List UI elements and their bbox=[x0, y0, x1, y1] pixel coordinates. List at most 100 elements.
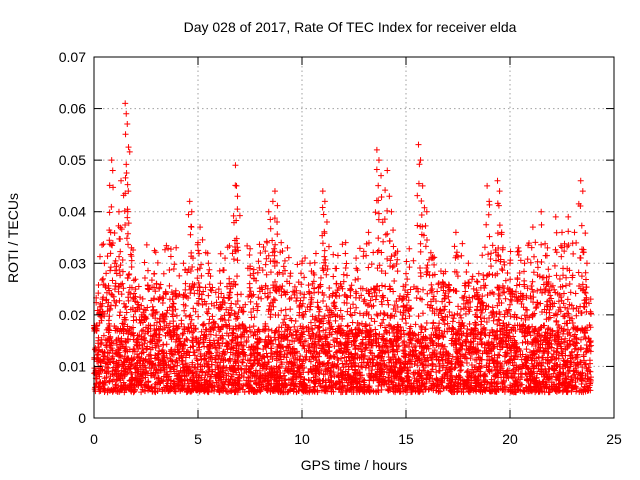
data-point bbox=[419, 310, 426, 317]
data-point bbox=[254, 303, 261, 310]
data-point bbox=[270, 296, 277, 303]
data-point bbox=[123, 309, 130, 316]
data-point bbox=[529, 278, 536, 285]
data-point bbox=[239, 358, 246, 365]
data-point bbox=[184, 337, 191, 344]
data-point bbox=[407, 286, 414, 293]
data-point bbox=[266, 302, 273, 309]
data-point bbox=[282, 306, 289, 313]
data-point bbox=[553, 272, 560, 279]
data-point bbox=[102, 360, 109, 367]
data-point bbox=[212, 352, 219, 359]
data-point bbox=[173, 244, 180, 251]
data-point bbox=[153, 280, 160, 287]
data-point bbox=[518, 300, 525, 307]
data-point bbox=[490, 317, 497, 324]
data-point bbox=[176, 272, 183, 279]
data-point bbox=[204, 310, 211, 317]
data-point bbox=[384, 255, 391, 262]
data-point bbox=[154, 351, 161, 358]
data-point bbox=[167, 246, 174, 253]
data-point bbox=[287, 306, 294, 313]
data-point bbox=[462, 288, 469, 295]
data-point bbox=[403, 258, 410, 265]
data-point bbox=[451, 365, 458, 372]
data-point bbox=[128, 371, 135, 378]
data-point bbox=[518, 315, 525, 322]
data-point bbox=[344, 308, 351, 315]
data-point bbox=[323, 303, 330, 310]
data-point bbox=[457, 312, 464, 319]
data-point bbox=[458, 314, 465, 321]
data-point bbox=[523, 346, 530, 353]
data-point bbox=[291, 283, 298, 290]
data-point bbox=[150, 296, 157, 303]
data-point bbox=[566, 281, 573, 288]
data-point bbox=[417, 248, 424, 255]
data-point bbox=[567, 289, 574, 296]
data-point bbox=[281, 316, 288, 323]
data-point bbox=[141, 275, 148, 282]
data-point bbox=[302, 357, 309, 364]
data-point bbox=[569, 320, 576, 327]
data-point bbox=[151, 247, 158, 254]
data-point bbox=[222, 255, 229, 262]
data-point bbox=[117, 272, 124, 279]
data-point bbox=[495, 296, 502, 303]
data-point bbox=[578, 381, 585, 388]
data-point bbox=[178, 317, 185, 324]
data-point bbox=[196, 283, 203, 290]
data-point bbox=[493, 257, 500, 264]
data-point bbox=[198, 272, 205, 279]
data-point bbox=[464, 326, 471, 333]
data-point bbox=[437, 306, 444, 313]
data-point bbox=[300, 343, 307, 350]
data-point bbox=[120, 285, 127, 292]
data-point bbox=[494, 321, 501, 328]
data-point bbox=[374, 283, 381, 290]
data-point bbox=[466, 308, 473, 315]
data-point bbox=[519, 339, 526, 346]
data-point bbox=[152, 344, 159, 351]
data-point bbox=[344, 322, 351, 329]
data-point bbox=[502, 277, 509, 284]
data-point bbox=[120, 358, 127, 365]
data-point bbox=[173, 312, 180, 319]
data-point bbox=[322, 326, 329, 333]
data-point bbox=[353, 304, 360, 311]
data-point bbox=[159, 295, 166, 302]
data-point bbox=[160, 270, 167, 277]
data-point bbox=[462, 310, 469, 317]
data-point bbox=[368, 261, 375, 268]
data-point bbox=[221, 294, 228, 301]
data-point bbox=[144, 282, 151, 289]
data-point bbox=[567, 332, 574, 339]
data-point bbox=[348, 312, 355, 319]
data-point bbox=[113, 336, 120, 343]
data-point bbox=[104, 253, 111, 260]
data-point bbox=[116, 297, 123, 304]
data-point bbox=[228, 300, 235, 307]
data-point bbox=[267, 314, 274, 321]
data-point bbox=[564, 296, 571, 303]
data-point bbox=[348, 282, 355, 289]
data-point bbox=[287, 273, 294, 280]
data-point bbox=[166, 266, 173, 273]
data-point bbox=[116, 253, 123, 260]
data-point bbox=[101, 389, 108, 396]
data-point bbox=[167, 253, 174, 260]
data-point bbox=[238, 338, 245, 345]
data-point bbox=[281, 257, 288, 264]
data-point bbox=[488, 250, 495, 257]
data-point bbox=[418, 323, 425, 330]
data-point bbox=[130, 336, 137, 343]
data-point bbox=[397, 293, 404, 300]
data-point bbox=[417, 340, 424, 347]
data-point bbox=[479, 252, 486, 259]
data-point bbox=[347, 305, 354, 312]
data-point bbox=[141, 259, 148, 266]
data-point bbox=[478, 318, 485, 325]
data-point bbox=[339, 241, 346, 248]
data-point bbox=[537, 286, 544, 293]
data-point bbox=[261, 290, 268, 297]
